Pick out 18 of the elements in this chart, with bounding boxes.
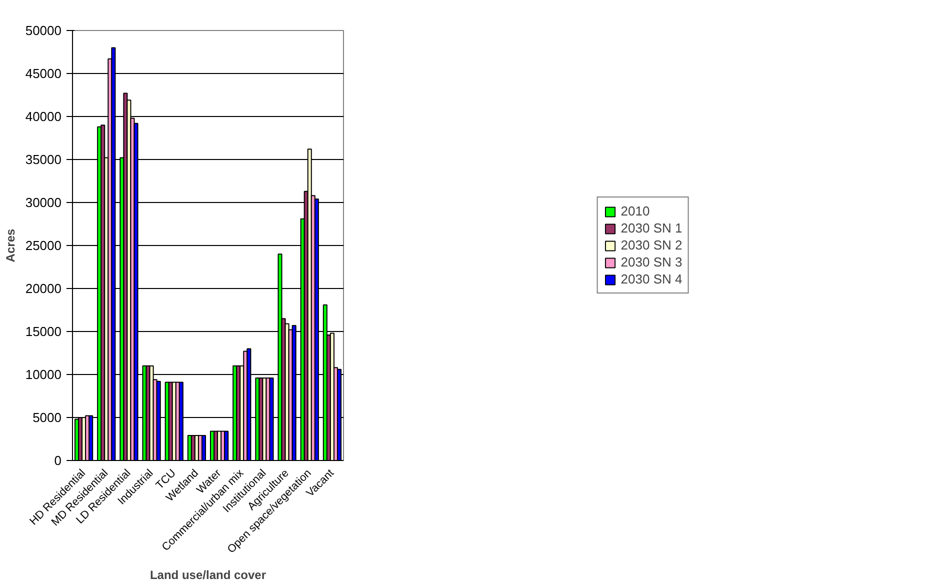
y-tick-label: 50000 [25, 23, 62, 38]
legend-label: 2030 SN 4 [620, 272, 682, 286]
x-axis-title: Land use/land cover [150, 568, 266, 582]
y-tick-label: 5000 [32, 410, 62, 425]
legend-label: 2030 SN 2 [620, 238, 682, 252]
y-tick-label: 15000 [25, 324, 62, 339]
y-axis-title: Acres [3, 228, 18, 262]
y-tick-label: 45000 [25, 66, 62, 81]
y-tick-label: 25000 [25, 238, 62, 253]
y-tick-label: 35000 [25, 152, 62, 167]
y-tick-label: 0 [54, 453, 62, 468]
legend-label: 2010 [620, 204, 650, 218]
y-tick-label: 10000 [25, 367, 62, 382]
y-tick-label: 20000 [25, 281, 62, 296]
y-tick-label: 40000 [25, 109, 62, 124]
legend-label: 2030 SN 3 [620, 254, 682, 270]
legend-label: 2030 SN 1 [620, 220, 682, 236]
y-tick-label: 30000 [25, 195, 62, 210]
